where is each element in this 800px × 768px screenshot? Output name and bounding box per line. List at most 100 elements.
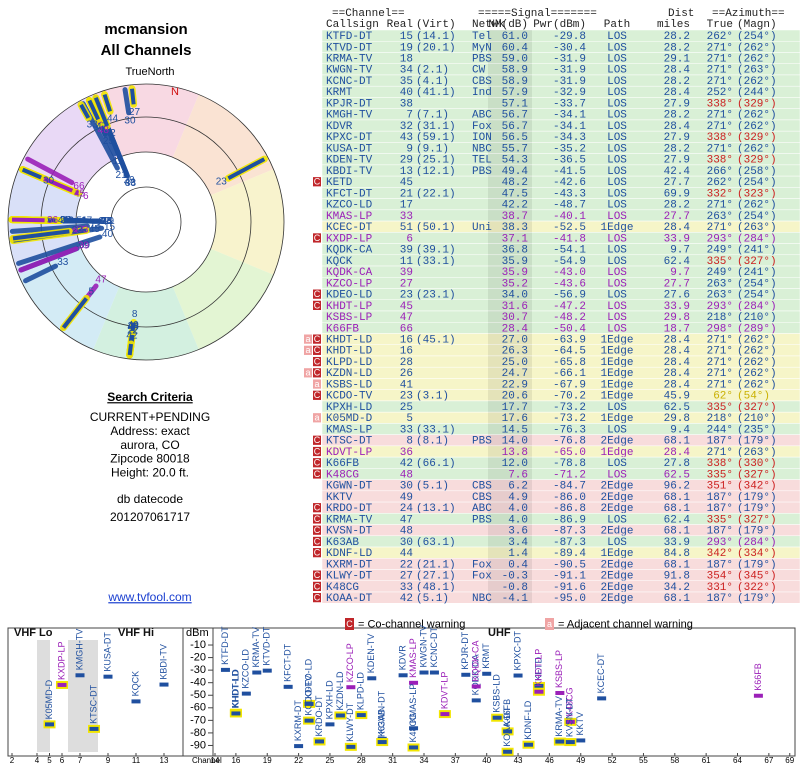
cell: (2.1) bbox=[416, 65, 449, 77]
cell: 23 bbox=[400, 391, 413, 403]
cell: 27.8 bbox=[664, 458, 690, 470]
station-bar bbox=[159, 682, 169, 687]
y-axis-label: dBm bbox=[186, 627, 209, 639]
station-label: KRDO-DT bbox=[314, 695, 324, 736]
nm-column-shade bbox=[488, 468, 532, 480]
cell: 187° bbox=[707, 492, 733, 504]
cell: -71.2 bbox=[553, 469, 586, 481]
cell: -90.5 bbox=[553, 559, 586, 571]
warning-icon bbox=[313, 503, 321, 513]
station-bar bbox=[335, 713, 345, 718]
cell: (262°) bbox=[737, 110, 777, 122]
cell: (254°) bbox=[737, 290, 777, 302]
warning-letter: C bbox=[314, 469, 321, 479]
polar-spoke-core bbox=[21, 167, 42, 180]
station-label: KPJR-DT bbox=[460, 631, 470, 670]
station-label: K63AB bbox=[377, 709, 387, 737]
cell: KHDT-LP bbox=[326, 301, 373, 313]
x-tick-label: 31 bbox=[388, 756, 397, 765]
cell: 18.7 bbox=[664, 323, 690, 335]
warning-letter: a bbox=[305, 345, 310, 355]
cell: 271° bbox=[707, 447, 733, 459]
cell: 42.4 bbox=[664, 166, 691, 178]
nm-column-shade bbox=[488, 592, 532, 604]
cell: 62.5 bbox=[664, 469, 690, 481]
cell: 55.7 bbox=[502, 143, 528, 155]
cell: -73.2 bbox=[553, 402, 586, 414]
cell: 33 bbox=[400, 582, 413, 594]
spectrum-frame bbox=[7, 627, 796, 757]
cell: (9.1) bbox=[416, 143, 449, 155]
cell: KRMT bbox=[326, 87, 353, 99]
polar-label: 49 bbox=[128, 320, 140, 331]
cell: (3.1) bbox=[416, 391, 449, 403]
polar-spoke-core bbox=[227, 157, 266, 180]
polar-label: 26 bbox=[60, 215, 72, 226]
cell: -86.9 bbox=[553, 514, 586, 526]
warning-letter: C bbox=[314, 514, 321, 524]
cell: 335° bbox=[707, 514, 733, 526]
cell: (284°) bbox=[737, 537, 777, 549]
polar-label: 40 bbox=[102, 229, 114, 240]
cell: 351° bbox=[707, 481, 733, 493]
cell: 1Edge bbox=[600, 379, 633, 391]
nm-column-shade bbox=[488, 209, 532, 222]
cell: (179°) bbox=[737, 559, 777, 571]
cell: (244°) bbox=[737, 87, 777, 99]
nm-column-shade bbox=[488, 176, 532, 188]
nm-column-shade bbox=[488, 558, 532, 570]
nm-column-shade bbox=[488, 367, 532, 379]
cell: 293° bbox=[707, 537, 733, 549]
cell: (284°) bbox=[737, 233, 777, 245]
site-link[interactable]: www.tvfool.com bbox=[107, 590, 191, 604]
cell: 27.0 bbox=[502, 335, 528, 347]
station-label: KZDN-LD bbox=[335, 671, 345, 711]
station-label: KDEO-LD bbox=[303, 658, 313, 699]
x-tick-label: 67 bbox=[764, 756, 773, 765]
station-label: KTVD-DT bbox=[262, 626, 272, 665]
cell: 28 bbox=[400, 357, 413, 369]
cell: KXDP-LP bbox=[326, 233, 373, 245]
cell: 62.5 bbox=[664, 402, 690, 414]
polar-label: 6 bbox=[83, 191, 89, 202]
cell: (27.1) bbox=[416, 571, 456, 583]
cell: 28.2 bbox=[664, 31, 690, 43]
cell: 68.1 bbox=[664, 492, 691, 504]
cell: -43.6 bbox=[553, 278, 586, 290]
station-bar bbox=[45, 722, 54, 727]
station-label: KWGN-TV bbox=[418, 625, 428, 668]
cell: 47 bbox=[400, 514, 413, 526]
cell: -41.5 bbox=[553, 166, 586, 178]
cell: LOS bbox=[607, 278, 627, 290]
station-label: K66FB bbox=[753, 663, 763, 691]
nm-column-shade bbox=[488, 344, 532, 356]
cell: KSBS-LD bbox=[326, 379, 373, 391]
cell: 26.3 bbox=[502, 346, 528, 358]
cell: 22 bbox=[400, 559, 413, 571]
cell: 249° bbox=[707, 245, 733, 257]
cell: KPJR-DT bbox=[326, 98, 373, 110]
band-label: VHF Hi bbox=[118, 627, 154, 639]
station-bar bbox=[753, 693, 763, 698]
warning-letter: a bbox=[305, 368, 310, 378]
warning-letter: C bbox=[314, 390, 321, 400]
cell: 244° bbox=[707, 424, 733, 436]
x-tick-label: 9 bbox=[106, 756, 111, 765]
cell: 30 bbox=[400, 481, 413, 493]
station-bar bbox=[534, 683, 544, 688]
polar-label: 42 bbox=[105, 128, 117, 139]
nm-column-shade bbox=[488, 502, 532, 514]
polar-label: 30 bbox=[43, 175, 55, 186]
warning-icon bbox=[313, 289, 321, 299]
polar-label: 41 bbox=[58, 215, 70, 226]
cell: 68.1 bbox=[664, 526, 691, 538]
polar-label: 43 bbox=[125, 178, 137, 189]
criteria-title: Search Criteria bbox=[107, 390, 193, 404]
cell: KCEC-DT bbox=[326, 222, 373, 234]
station-bar bbox=[377, 740, 387, 745]
nm-column-shade bbox=[488, 74, 532, 87]
cell: 28.2 bbox=[664, 76, 690, 88]
cell: (263°) bbox=[737, 447, 777, 459]
cell: (262°) bbox=[737, 121, 777, 133]
